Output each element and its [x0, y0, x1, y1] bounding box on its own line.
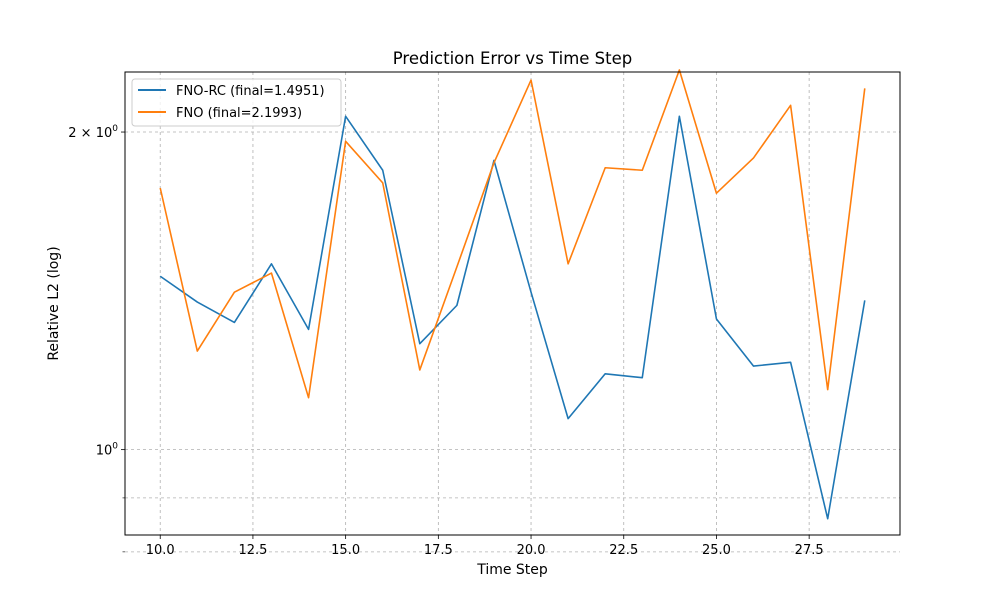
- x-tick-label: 22.5: [609, 543, 638, 558]
- chart-title: Prediction Error vs Time Step: [393, 49, 632, 68]
- x-tick-label: 27.5: [795, 543, 824, 558]
- x-tick-label: 10.0: [146, 543, 175, 558]
- legend-label-fno: FNO (final=2.1993): [176, 106, 302, 121]
- x-tick-label: 12.5: [238, 543, 267, 558]
- legend: FNO-RC (final=1.4951) FNO (final=2.1993): [131, 78, 342, 127]
- x-tick-label: 17.5: [424, 543, 453, 558]
- x-axis-label: Time Step: [476, 562, 548, 578]
- series-line-1: [159, 69, 866, 399]
- y-tick-label: 2 × 100: [68, 124, 118, 141]
- legend-label-fno-rc: FNO-RC (final=1.4951): [176, 84, 325, 99]
- axis-ticks: 10.0 12.5 15.0 17.5 20.0 22.5 25.0 27.5 2 × 100 1…: [68, 124, 823, 558]
- y-tick-label: 100: [96, 442, 119, 459]
- y-axis-label: Relative L2 (log): [46, 246, 62, 360]
- x-tick-label: 15.0: [331, 543, 360, 558]
- series-lines: [159, 69, 866, 520]
- x-tick-label: 20.0: [517, 543, 546, 558]
- plot-frame: [124, 71, 901, 536]
- legend-box: [131, 78, 342, 127]
- series-line-0: [159, 115, 866, 520]
- grid: [125, 72, 900, 553]
- x-tick-label: 25.0: [702, 543, 731, 558]
